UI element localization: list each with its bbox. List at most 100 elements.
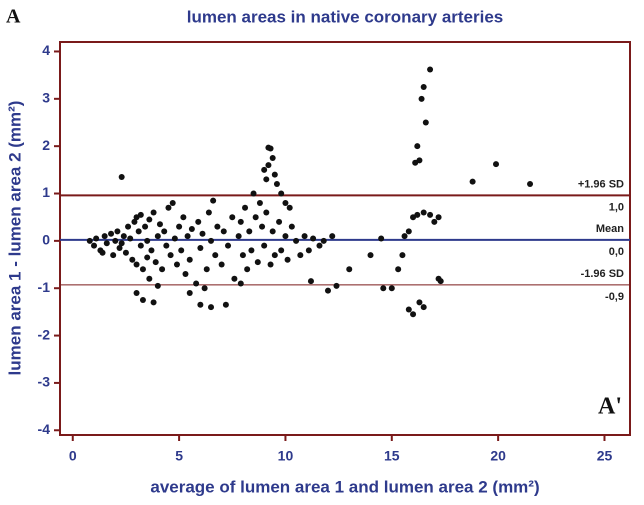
point — [114, 228, 121, 235]
point — [333, 282, 340, 289]
y-tick-label: 3 — [42, 90, 50, 106]
point — [103, 240, 110, 247]
reference-value-label: 1,0 — [609, 201, 624, 213]
y-tick-label: 1 — [42, 184, 50, 200]
point — [156, 221, 163, 228]
point — [380, 285, 387, 292]
point — [229, 214, 236, 221]
point — [401, 233, 408, 240]
point — [186, 256, 193, 263]
point — [493, 161, 500, 168]
point — [193, 280, 200, 287]
point — [148, 247, 155, 254]
x-tick-label: 20 — [490, 448, 506, 464]
point — [208, 304, 215, 311]
y-tick-label: -1 — [38, 279, 51, 295]
point — [220, 228, 227, 235]
point — [129, 256, 136, 263]
point — [201, 285, 208, 292]
point — [431, 218, 438, 225]
point — [316, 242, 323, 249]
point — [269, 155, 276, 162]
point — [329, 233, 336, 240]
point — [169, 199, 176, 206]
point — [252, 214, 259, 221]
point — [388, 285, 395, 292]
point — [137, 242, 144, 249]
point — [254, 259, 261, 266]
point — [197, 301, 204, 308]
point — [205, 209, 212, 216]
point — [218, 261, 225, 268]
y-tick-label: -3 — [38, 374, 51, 390]
point — [93, 235, 100, 242]
point — [154, 282, 161, 289]
point — [346, 266, 353, 273]
point — [127, 235, 134, 242]
point — [186, 289, 193, 296]
point — [286, 204, 293, 211]
point — [173, 261, 180, 268]
point — [405, 306, 412, 313]
point — [288, 223, 295, 230]
x-tick-label: 0 — [69, 448, 77, 464]
point — [214, 223, 221, 230]
point — [420, 83, 427, 90]
point — [378, 235, 385, 242]
point — [150, 209, 157, 216]
point — [437, 278, 444, 285]
point — [410, 311, 417, 318]
point — [144, 254, 151, 261]
reference-label: -1.96 SD — [581, 268, 624, 280]
point — [144, 237, 151, 244]
y-tick-label: -4 — [38, 421, 51, 437]
point — [320, 237, 327, 244]
point — [131, 218, 138, 225]
point — [267, 261, 274, 268]
point — [180, 214, 187, 221]
point — [152, 259, 159, 266]
point — [469, 178, 476, 185]
point — [310, 235, 317, 242]
point — [110, 252, 117, 259]
point — [418, 95, 425, 102]
point — [259, 223, 266, 230]
point — [203, 266, 210, 273]
y-axis-title: lumen area 1 - lumen area 2 (mm²) — [5, 101, 24, 376]
point — [261, 166, 268, 173]
point — [248, 247, 255, 254]
point — [278, 247, 285, 254]
point — [405, 228, 412, 235]
y-tick-label: 0 — [42, 232, 50, 248]
point — [276, 218, 283, 225]
x-axis-title: average of lumen area 1 and lumen area 2… — [150, 477, 539, 496]
point — [171, 235, 178, 242]
point — [133, 261, 140, 268]
point — [412, 159, 419, 166]
point — [271, 171, 278, 178]
point — [420, 304, 427, 311]
point — [118, 173, 125, 180]
point — [116, 244, 123, 251]
point — [256, 199, 263, 206]
point — [367, 252, 374, 259]
point — [120, 233, 127, 240]
point — [267, 145, 274, 152]
corner-label: A' — [598, 394, 622, 420]
point — [235, 233, 242, 240]
point — [118, 240, 125, 247]
point — [199, 230, 206, 237]
point — [197, 244, 204, 251]
point — [282, 233, 289, 240]
point — [269, 228, 276, 235]
point — [176, 223, 183, 230]
point — [237, 280, 244, 287]
point — [399, 252, 406, 259]
point — [139, 297, 146, 304]
point — [244, 266, 251, 273]
plot-frame — [59, 41, 631, 436]
point — [242, 204, 249, 211]
point — [165, 204, 172, 211]
point — [125, 223, 132, 230]
point — [150, 299, 157, 306]
